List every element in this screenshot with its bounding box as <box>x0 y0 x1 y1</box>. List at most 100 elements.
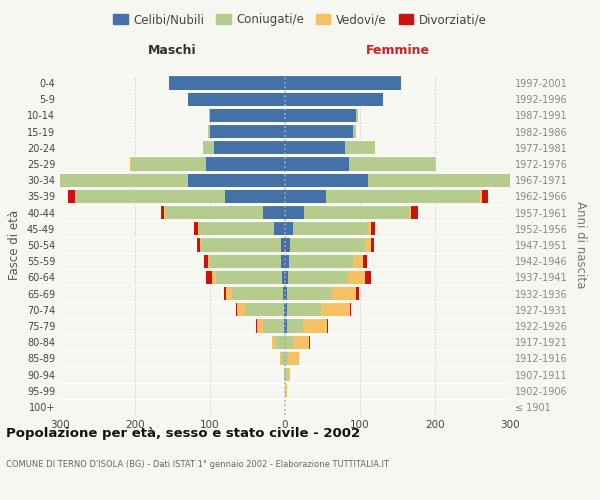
Bar <box>214 141 285 154</box>
Bar <box>25 174 26 187</box>
Bar <box>293 336 309 349</box>
Bar <box>225 190 285 203</box>
Bar <box>205 270 212 284</box>
Bar <box>281 238 285 252</box>
Bar <box>321 303 349 316</box>
Bar <box>271 336 272 349</box>
Bar <box>287 368 290 381</box>
Bar <box>281 254 285 268</box>
Bar <box>209 109 210 122</box>
Bar <box>363 254 367 268</box>
Text: Femmine: Femmine <box>365 44 430 58</box>
Bar <box>285 206 304 220</box>
Bar <box>203 141 214 154</box>
Bar <box>232 287 283 300</box>
Bar <box>274 222 285 235</box>
Bar <box>285 303 287 316</box>
Bar <box>303 320 327 332</box>
Bar <box>326 190 480 203</box>
Bar <box>257 320 263 332</box>
Bar <box>164 206 165 220</box>
Bar <box>356 109 358 122</box>
Bar <box>208 254 210 268</box>
Bar <box>289 254 353 268</box>
Bar <box>285 384 287 398</box>
Bar <box>332 287 356 300</box>
Bar <box>256 320 257 332</box>
Bar <box>365 238 371 252</box>
Bar <box>75 190 225 203</box>
Bar <box>284 303 285 316</box>
Bar <box>285 352 288 365</box>
Bar <box>411 206 418 220</box>
Bar <box>480 190 482 203</box>
Bar <box>285 92 383 106</box>
Bar <box>199 222 274 235</box>
Bar <box>288 270 348 284</box>
Text: Popolazione per età, sesso e stato civile - 2002: Popolazione per età, sesso e stato civil… <box>6 428 360 440</box>
Bar <box>187 174 285 187</box>
Bar <box>284 368 285 381</box>
Bar <box>327 320 328 332</box>
Bar <box>345 141 375 154</box>
Bar <box>208 125 210 138</box>
Bar <box>285 158 349 170</box>
Bar <box>165 206 263 220</box>
Bar <box>206 158 285 170</box>
Bar <box>280 352 281 365</box>
Legend: Celibi/Nubili, Coniugati/e, Vedovi/e, Divorziati/e: Celibi/Nubili, Coniugati/e, Vedovi/e, Di… <box>109 8 491 31</box>
Bar <box>68 190 75 203</box>
Bar <box>210 109 285 122</box>
Bar <box>536 174 538 187</box>
Bar <box>285 368 287 381</box>
Bar <box>371 238 374 252</box>
Bar <box>353 125 356 138</box>
Bar <box>237 303 245 316</box>
Text: COMUNE DI TERNO D'ISOLA (BG) - Dati ISTAT 1° gennaio 2002 - Elaborazione TUTTITA: COMUNE DI TERNO D'ISOLA (BG) - Dati ISTA… <box>6 460 389 469</box>
Bar <box>281 352 285 365</box>
Bar <box>287 287 332 300</box>
Bar <box>202 238 281 252</box>
Bar <box>204 254 208 268</box>
Bar <box>356 287 359 300</box>
Bar <box>161 206 164 220</box>
Bar <box>285 222 293 235</box>
Bar <box>285 238 290 252</box>
Bar <box>538 174 545 187</box>
Bar <box>276 336 285 349</box>
Bar <box>285 254 289 268</box>
Bar <box>131 158 206 170</box>
Y-axis label: Anni di nascita: Anni di nascita <box>574 202 587 288</box>
Bar <box>285 125 353 138</box>
Bar <box>367 222 371 235</box>
Bar <box>285 287 287 300</box>
Bar <box>285 270 288 284</box>
Bar <box>210 125 285 138</box>
Bar <box>409 206 411 220</box>
Bar <box>285 190 326 203</box>
Bar <box>285 141 345 154</box>
Bar <box>224 287 226 300</box>
Bar <box>285 320 287 332</box>
Bar <box>285 174 367 187</box>
Bar <box>198 222 199 235</box>
Bar <box>288 352 299 365</box>
Bar <box>226 287 232 300</box>
Bar <box>309 336 310 349</box>
Bar <box>26 174 187 187</box>
Bar <box>285 76 401 90</box>
Bar <box>169 76 285 90</box>
Bar <box>200 238 202 252</box>
Bar <box>304 206 409 220</box>
Bar <box>212 270 216 284</box>
Bar <box>245 303 284 316</box>
Bar <box>349 158 435 170</box>
Bar <box>130 158 131 170</box>
Bar <box>263 206 285 220</box>
Bar <box>353 254 363 268</box>
Bar <box>236 303 237 316</box>
Bar <box>285 336 293 349</box>
Bar <box>348 270 365 284</box>
Bar <box>287 320 303 332</box>
Bar <box>482 190 488 203</box>
